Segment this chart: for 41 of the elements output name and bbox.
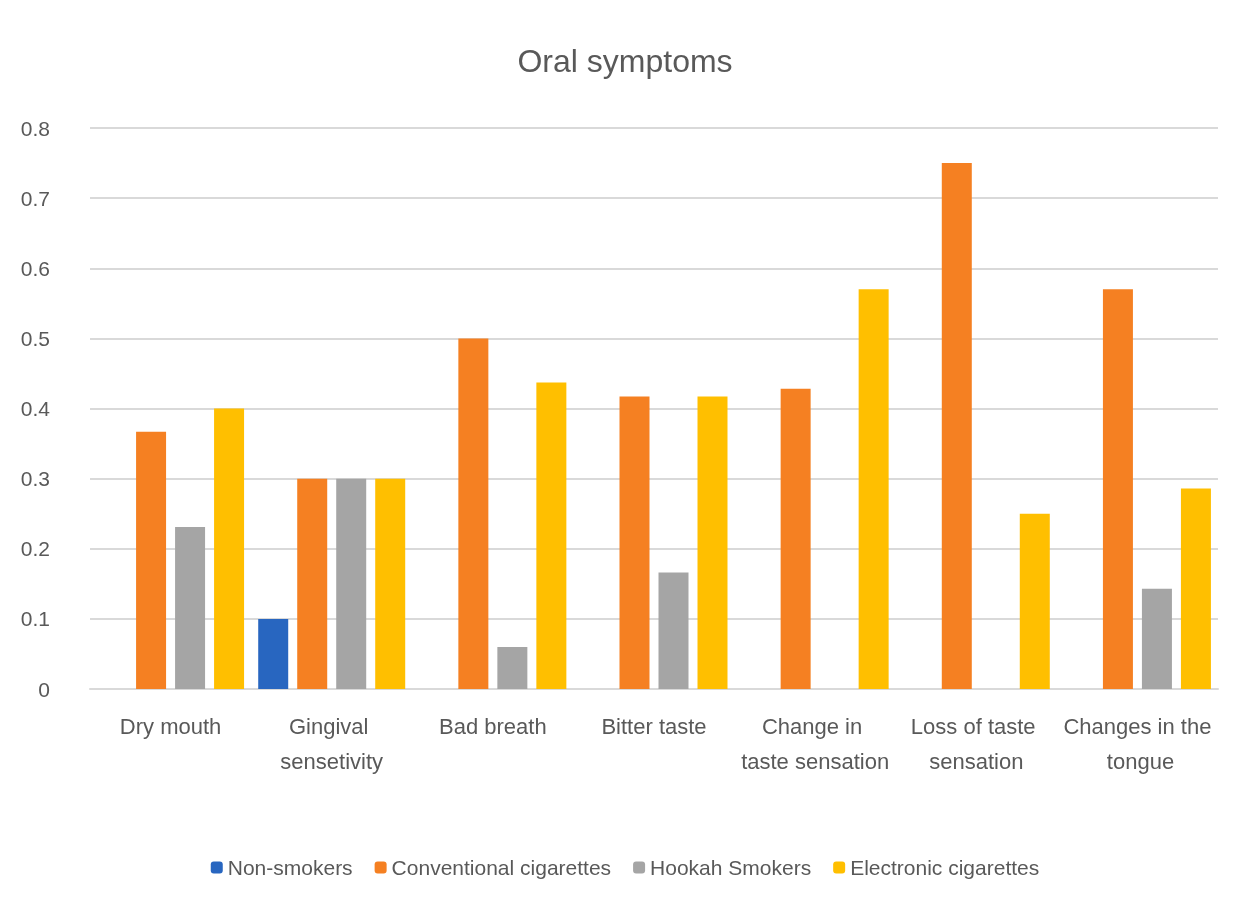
- y-tick-label: 0: [38, 677, 50, 701]
- bar: [941, 163, 972, 689]
- legend-label: Electronic cigarettes: [850, 856, 1040, 879]
- bar: [214, 408, 245, 689]
- bar: [619, 396, 650, 689]
- y-tick-label: 0.1: [20, 607, 50, 631]
- bar: [258, 618, 289, 689]
- y-tick-label: 0.2: [20, 537, 50, 561]
- x-tick-label: Bitter taste: [601, 714, 707, 739]
- x-tick-label: Gingival sensetivity: [280, 714, 384, 774]
- bar: [658, 572, 689, 689]
- x-tick-label: Changes in the tongue: [1063, 714, 1212, 774]
- bar: [1019, 513, 1050, 689]
- bar: [136, 431, 167, 689]
- bar: [780, 388, 811, 689]
- bar: [336, 478, 367, 689]
- x-tick-label: Bad breath: [439, 714, 547, 739]
- x-tick-label: Loss of taste sensation: [910, 714, 1042, 774]
- bar: [1141, 588, 1172, 689]
- y-tick-label: 0.3: [20, 467, 50, 491]
- x-tick-label: Dry mouth: [119, 714, 222, 739]
- y-tick-label: 0.5: [20, 326, 50, 350]
- chart-title: Oral symptoms: [517, 43, 733, 79]
- bar: [497, 646, 528, 689]
- bar: [458, 338, 489, 689]
- bar: [297, 478, 328, 689]
- y-tick-label: 0.8: [20, 116, 50, 140]
- legend-label: Conventional cigarettes: [391, 856, 612, 879]
- bar: [1102, 289, 1133, 689]
- bar: [858, 289, 889, 689]
- bar: [375, 478, 406, 689]
- bar: [175, 527, 206, 689]
- legend-label: Hookah Smokers: [650, 856, 812, 879]
- x-tick-label: Change in taste sensation: [741, 714, 890, 774]
- y-tick-label: 0.6: [20, 256, 50, 280]
- legend-label: Non-smokers: [227, 856, 353, 879]
- bar: [1180, 488, 1211, 689]
- y-tick-label: 0.4: [20, 397, 51, 420]
- y-tick-label: 0.7: [20, 186, 50, 210]
- bar: [536, 382, 567, 689]
- bar: [697, 396, 728, 689]
